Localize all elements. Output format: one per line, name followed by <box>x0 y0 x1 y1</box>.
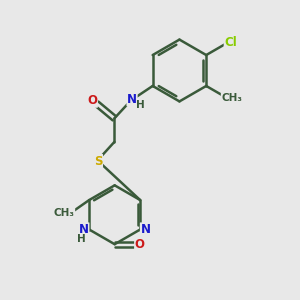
Text: CH₃: CH₃ <box>221 94 242 103</box>
Text: CH₃: CH₃ <box>54 208 75 218</box>
Text: O: O <box>87 94 97 107</box>
Text: N: N <box>79 223 89 236</box>
Text: H: H <box>76 234 85 244</box>
Text: N: N <box>140 223 151 236</box>
Text: H: H <box>136 100 144 110</box>
Text: S: S <box>94 154 102 167</box>
Text: Cl: Cl <box>224 36 237 49</box>
Text: N: N <box>127 93 137 106</box>
Text: O: O <box>135 238 145 251</box>
